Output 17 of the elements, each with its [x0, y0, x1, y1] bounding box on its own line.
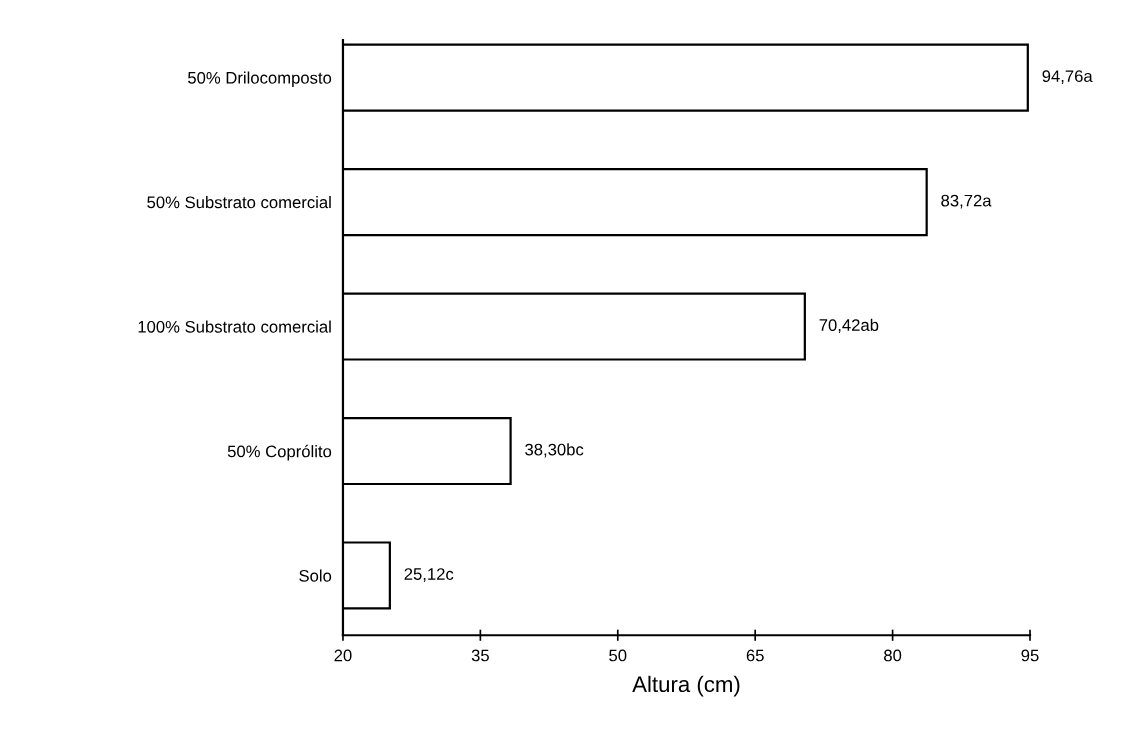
x-tick-label: 20 [334, 649, 352, 662]
x-tick-label: 80 [884, 649, 902, 662]
data-label: 38,30bc [525, 443, 584, 458]
y-tick-label: Solo [299, 569, 332, 582]
x-tick-label: 50 [609, 649, 627, 662]
y-tick-label: 100% Substrato comercial [138, 320, 331, 333]
data-label: 94,76a [1042, 70, 1093, 84]
x-tick-label: 65 [746, 649, 764, 662]
x-tick-label: 95 [1021, 649, 1039, 662]
x-axis-title: Altura (cm) [632, 675, 740, 697]
y-tick-label: 50% Drilocomposto [188, 71, 332, 88]
data-label: 83,72a [941, 194, 992, 209]
data-label: 70,42ab [819, 318, 879, 333]
data-label: 25,12c [404, 568, 454, 582]
y-tick-label: 50% Coprólito [227, 444, 332, 461]
y-tick-label: 50% Substrato comercial [147, 196, 331, 209]
x-tick-label: 35 [471, 649, 489, 662]
